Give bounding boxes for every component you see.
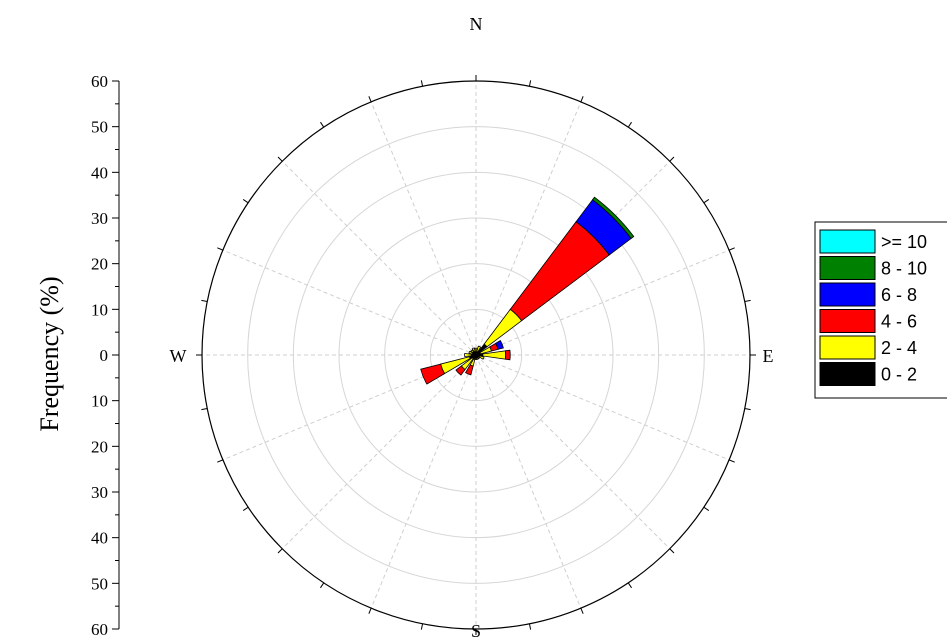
boundary-tick — [528, 623, 532, 630]
legend-swatch — [819, 229, 876, 254]
boundary-tick — [217, 459, 224, 463]
boundary-tick — [580, 96, 584, 103]
y-tick-label: 0 — [100, 346, 109, 365]
legend-swatch — [819, 362, 876, 386]
wedge-nne-2-4 — [476, 345, 482, 353]
spoke-line — [475, 354, 582, 609]
wedge-e-4-6 — [504, 349, 511, 361]
direction-label-e: E — [763, 346, 774, 366]
boundary-tick — [703, 506, 710, 511]
wedge-wsw-4-6 — [420, 363, 446, 385]
boundary-tick — [728, 459, 735, 463]
spoke-line — [475, 354, 730, 461]
boundary-tick — [320, 582, 325, 589]
legend-label: 2 - 4 — [881, 338, 917, 358]
legend-label: 6 - 8 — [881, 285, 917, 305]
frequency-wedges — [420, 196, 635, 385]
y-tick-label: 30 — [91, 209, 108, 228]
wedge-w-2-4 — [464, 352, 472, 358]
boundary-tick — [580, 607, 584, 614]
direction-label-w: W — [170, 346, 187, 366]
spoke-line — [475, 101, 582, 356]
boundary-tick — [201, 407, 208, 411]
y-tick-label: 40 — [91, 163, 108, 182]
boundary-tick — [703, 199, 710, 204]
y-tick-label: 10 — [91, 300, 108, 319]
boundary-tick — [627, 582, 632, 589]
frequency-axis: 60 50 40 30 20 10 0 10 20 30 40 50 60 — [91, 72, 120, 639]
outer-boundary — [196, 75, 756, 635]
spoke-line — [281, 354, 477, 550]
boundary-tick — [528, 80, 532, 87]
boundary-tick — [420, 623, 424, 630]
y-tick-label: 40 — [91, 529, 108, 548]
spoke-line — [370, 354, 477, 609]
y-tick-label: 60 — [91, 72, 108, 91]
wedge-ene-6-8 — [495, 340, 504, 350]
wedge-wnw-2-4 — [468, 350, 474, 355]
wedge-sse-2-4 — [476, 356, 479, 360]
spoke-line — [475, 249, 730, 356]
legend-swatch — [819, 309, 876, 333]
direction-label-n: N — [470, 14, 483, 34]
boundary-tick — [277, 156, 283, 162]
y-tick-label: 30 — [91, 483, 108, 502]
y-tick-label: 20 — [91, 255, 108, 274]
boundary-tick — [627, 121, 632, 128]
boundary-tick — [420, 80, 424, 87]
spoke-line — [475, 354, 671, 550]
grid-circle-50 — [247, 126, 705, 584]
legend-swatch — [819, 282, 876, 307]
wedge-ne-8-10 — [591, 196, 635, 240]
spoke-line — [222, 249, 477, 356]
wedge-ssw-4-6 — [464, 364, 474, 376]
wedge-se-2-4 — [476, 355, 481, 360]
y-tick-label: 10 — [91, 392, 108, 411]
y-tick-label: 50 — [91, 118, 108, 137]
wedge-nw-2-4 — [470, 349, 475, 354]
wedge-ese-2-4 — [478, 355, 485, 360]
legend-label: 0 - 2 — [881, 365, 917, 385]
legend-label: >= 10 — [881, 232, 927, 252]
direction-label-s: S — [471, 621, 481, 637]
y-tick-label: 20 — [91, 437, 108, 456]
boundary-tick — [320, 121, 325, 128]
legend-swatch — [819, 335, 876, 360]
boundary-tick — [368, 607, 372, 614]
legend: >= 10 8 - 10 6 - 8 4 - 6 2 - 4 0 - 2 — [814, 221, 947, 399]
y-axis-label: Frequency (%) — [35, 276, 64, 431]
y-tick-label: 60 — [91, 620, 108, 637]
boundary-tick — [744, 299, 751, 303]
boundary-tick — [201, 299, 208, 303]
spoke-line — [281, 160, 477, 356]
spoke-line — [370, 101, 477, 356]
boundary-tick — [242, 199, 249, 204]
boundary-tick — [744, 407, 751, 411]
direction-labels: N E S W — [170, 14, 774, 641]
boundary-tick — [242, 506, 249, 511]
legend-label: 8 - 10 — [881, 259, 927, 279]
boundary-tick — [669, 156, 675, 162]
boundary-tick — [217, 247, 224, 251]
legend-swatch — [819, 256, 876, 280]
wedge-ne-2-4 — [483, 308, 523, 348]
wedge-sw-4-6 — [455, 365, 466, 376]
y-tick-label: 50 — [91, 574, 108, 593]
wedge-nnw-2-4 — [471, 347, 476, 353]
boundary-tick — [669, 548, 675, 554]
boundary-tick — [368, 96, 372, 103]
boundary-tick — [277, 548, 283, 554]
legend-label: 4 - 6 — [881, 312, 917, 332]
boundary-tick — [728, 247, 735, 251]
